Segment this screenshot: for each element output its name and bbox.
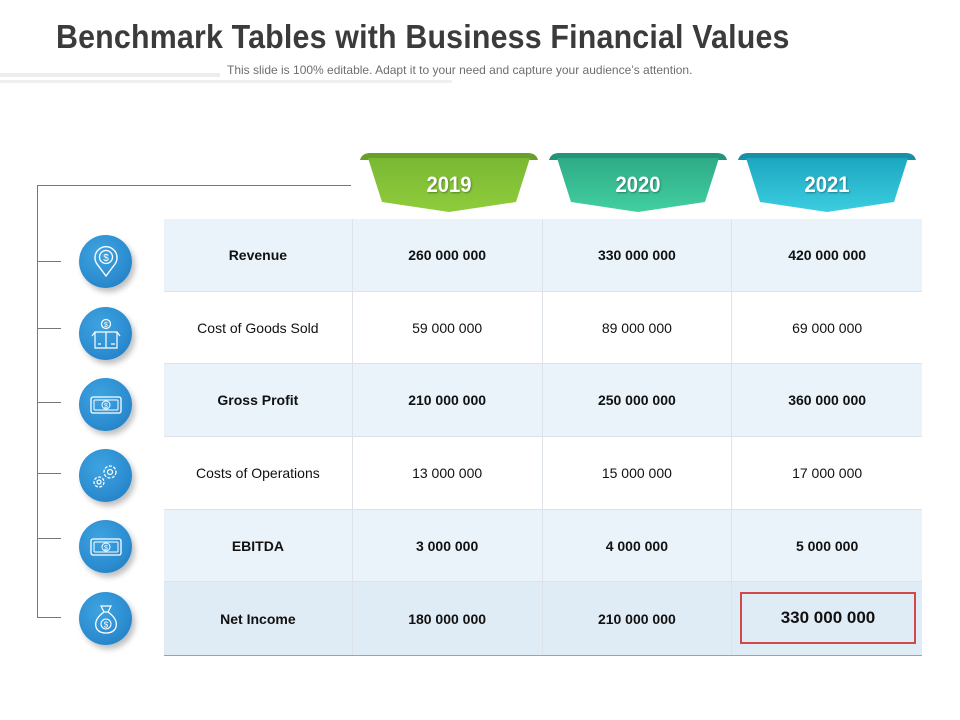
value-2021: 420 000 000 xyxy=(788,246,867,263)
bracket-tick xyxy=(37,328,61,329)
value-2019: 13 000 000 xyxy=(353,437,543,509)
bracket-tick xyxy=(37,261,61,262)
row-label: EBITDA xyxy=(164,509,353,582)
value-2021: 5 000 000 xyxy=(795,537,859,554)
row-label: Revenue xyxy=(164,219,353,291)
ribbon-banner-icon xyxy=(360,153,538,212)
year-header-2020: 2020 xyxy=(547,152,729,212)
ribbon-banner-icon xyxy=(738,153,916,212)
ribbon-banner-icon xyxy=(549,153,727,212)
value-2020: 15 000 000 xyxy=(543,437,733,509)
banknote-icon: $ xyxy=(89,537,122,556)
row-label: Gross Profit xyxy=(164,364,353,437)
bracket-tick xyxy=(37,402,61,403)
value-2019: 59 000 000 xyxy=(353,291,543,364)
table-row-cogs: Cost of Goods Sold 59 000 000 89 000 000… xyxy=(164,291,922,365)
year-header-2019: 2019 xyxy=(358,152,540,212)
table-row-gross-profit: Gross Profit 210 000 000 250 000 000 360… xyxy=(164,364,922,438)
value-2020: 89 000 000 xyxy=(543,291,733,364)
value-2021: 69 000 000 xyxy=(792,319,863,336)
title-underline xyxy=(0,73,220,77)
gross-profit-icon-badge: $ xyxy=(79,378,132,431)
location-dollar-icon: $ xyxy=(93,245,118,277)
table-row-operations: Costs of Operations 13 000 000 15 000 00… xyxy=(164,437,922,510)
box-dollar-icon: $ xyxy=(91,318,120,349)
value-2019: 210 000 000 xyxy=(353,364,543,437)
bracket-line-vertical xyxy=(37,185,38,618)
bracket-line-top xyxy=(37,185,351,186)
value-2021: 360 000 000 xyxy=(788,392,867,409)
svg-text:$: $ xyxy=(103,620,108,629)
page-title: Benchmark Tables with Business Financial… xyxy=(56,18,790,55)
value-2020: 330 000 000 xyxy=(543,219,733,291)
value-2021: 17 000 000 xyxy=(792,464,863,481)
bracket-tick xyxy=(37,538,61,539)
svg-text:$: $ xyxy=(104,322,108,329)
net-income-icon-badge: $ xyxy=(79,592,132,645)
value-2020: 4 000 000 xyxy=(543,509,733,582)
table-row-ebitda: EBITDA 3 000 000 4 000 000 5 000 000 xyxy=(164,509,922,583)
value-2020: 250 000 000 xyxy=(543,364,733,437)
cogs-icon-badge: $ xyxy=(79,307,132,360)
value-2020: 210 000 000 xyxy=(543,582,733,656)
value-2019: 260 000 000 xyxy=(353,219,543,291)
bracket-tick xyxy=(37,473,61,474)
row-label: Cost of Goods Sold xyxy=(164,291,353,364)
table-row-revenue: Revenue 260 000 000 330 000 000 420 000 … xyxy=(164,219,922,292)
svg-text:$: $ xyxy=(103,253,109,264)
ebitda-icon-badge: $ xyxy=(79,520,132,573)
bracket-tick xyxy=(37,617,61,618)
gears-icon xyxy=(92,464,117,488)
row-label: Net Income xyxy=(164,582,353,656)
svg-text:$: $ xyxy=(104,403,108,410)
value-2019: 180 000 000 xyxy=(353,582,543,656)
value-2019: 3 000 000 xyxy=(353,509,543,582)
year-label: 2021 xyxy=(804,172,850,197)
revenue-icon-badge: $ xyxy=(79,235,132,288)
operations-icon-badge xyxy=(79,449,132,502)
title-underline-secondary xyxy=(0,80,452,83)
banknote-icon: $ xyxy=(89,395,122,414)
year-label: 2019 xyxy=(426,172,472,197)
row-label: Costs of Operations xyxy=(164,437,353,509)
money-bag-icon: $ xyxy=(94,604,117,634)
page-subtitle: This slide is 100% editable. Adapt it to… xyxy=(227,63,693,77)
svg-text:$: $ xyxy=(104,545,108,552)
highlighted-net-income-2021: 330 000 000 xyxy=(740,592,916,644)
year-label: 2020 xyxy=(615,172,661,197)
financial-table: Revenue 260 000 000 330 000 000 420 000 … xyxy=(164,219,922,657)
year-header-2021: 2021 xyxy=(736,152,918,212)
